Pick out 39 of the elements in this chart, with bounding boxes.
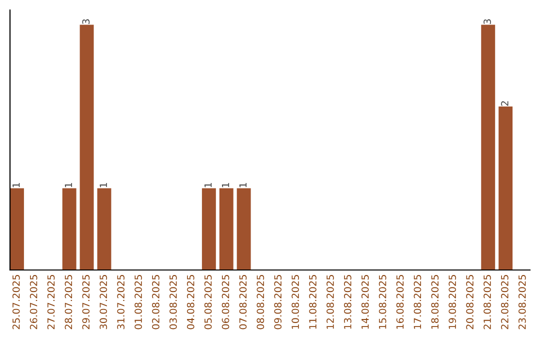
x-tick-label: 29.07.2025 [82, 275, 90, 330]
x-tick-label: 12.08.2025 [326, 275, 334, 329]
x-tick-label: 20.08.2025 [466, 275, 474, 330]
x-tick-label: 05.08.2025 [204, 275, 212, 330]
x-tick-label: 30.07.2025 [100, 275, 108, 330]
data-label: 1 [222, 182, 230, 188]
data-label: 1 [12, 182, 20, 188]
x-tick-label: 03.08.2025 [169, 275, 177, 330]
x-tick-label: 06.08.2025 [222, 275, 230, 330]
x-tick-label: 27.07.2025 [47, 275, 55, 330]
x-tick-label: 22.08.2025 [501, 275, 508, 330]
x-tick-label: 14.08.2025 [361, 275, 369, 329]
x-tick-label: 28.07.2025 [64, 275, 72, 330]
x-tick-label: 15.08.2025 [378, 275, 386, 329]
data-label: 1 [204, 182, 212, 188]
x-tick-label: 23.08.2025 [518, 275, 526, 330]
data-label: 2 [501, 101, 508, 106]
x-tick-label: 21.08.2025 [484, 275, 491, 330]
x-tick-label: 09.08.2025 [274, 275, 282, 330]
data-label: 1 [239, 182, 247, 188]
x-tick-label: 08.08.2025 [256, 275, 264, 330]
data-label: 1 [64, 182, 72, 188]
x-tick-label: 10.08.2025 [292, 275, 299, 329]
x-tick-label: 31.07.2025 [117, 275, 124, 330]
x-tick-label: 18.08.2025 [431, 275, 439, 329]
data-label: 1 [100, 182, 107, 188]
x-tick-label: 07.08.2025 [239, 275, 247, 330]
x-tick-label: 04.08.2025 [186, 275, 194, 330]
data-label: 3 [82, 19, 90, 24]
x-tick-label: 17.08.2025 [414, 275, 422, 329]
x-tick-label: 16.08.2025 [396, 275, 404, 329]
data-label: 3 [484, 19, 491, 24]
x-tick-label: 19.08.2025 [448, 275, 456, 329]
x-tick-label: 01.08.2025 [134, 275, 142, 330]
x-tick-label: 02.08.2025 [152, 275, 160, 330]
x-tick-label: 26.07.2025 [30, 275, 38, 330]
x-tick-label: 11.08.2025 [309, 275, 316, 329]
x-tick-label: 25.07.2025 [12, 275, 20, 330]
x-tick-label: 13.08.2025 [344, 275, 352, 329]
